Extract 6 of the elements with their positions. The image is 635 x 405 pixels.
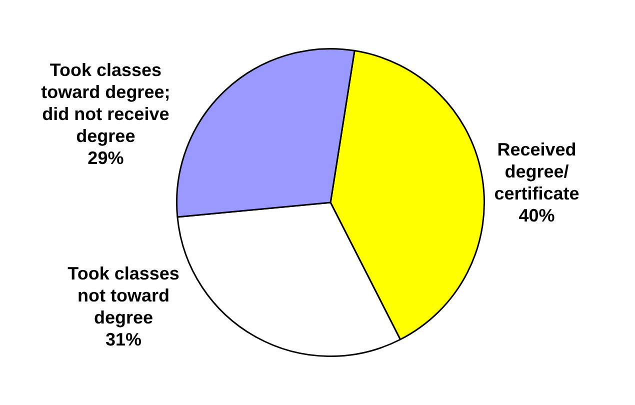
slice-label: Received degree/ certificate [494,140,580,204]
data-label: 29% [88,148,124,168]
data-label: 40% [518,206,555,226]
slice-label: Took classes not toward degree [68,264,180,328]
data-label: 31% [106,330,142,350]
slice-label: Took classes toward degree; did not receive degree [41,60,170,146]
